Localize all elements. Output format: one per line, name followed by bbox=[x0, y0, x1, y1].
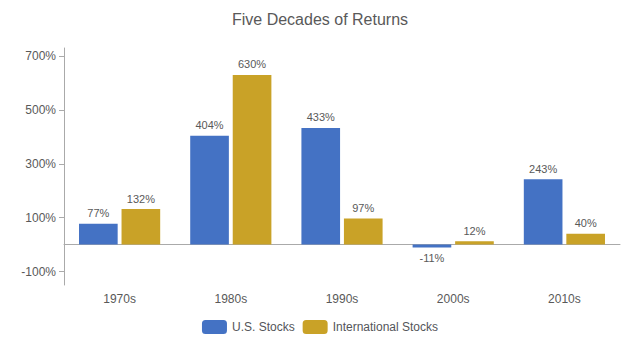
svg-text:1970s: 1970s bbox=[103, 292, 136, 306]
svg-text:300%: 300% bbox=[25, 157, 56, 171]
svg-text:12%: 12% bbox=[463, 225, 485, 237]
svg-text:77%: 77% bbox=[87, 207, 109, 219]
svg-text:1990s: 1990s bbox=[326, 292, 359, 306]
svg-text:630%: 630% bbox=[238, 58, 266, 70]
svg-text:500%: 500% bbox=[25, 103, 56, 117]
svg-text:U.S. Stocks: U.S. Stocks bbox=[232, 320, 295, 334]
svg-text:100%: 100% bbox=[25, 211, 56, 225]
svg-text:-100%: -100% bbox=[21, 265, 56, 279]
svg-text:243%: 243% bbox=[529, 163, 557, 175]
svg-text:2000s: 2000s bbox=[437, 292, 470, 306]
svg-text:Five Decades of Returns: Five Decades of Returns bbox=[232, 11, 408, 28]
svg-text:International Stocks: International Stocks bbox=[333, 320, 438, 334]
svg-text:2010s: 2010s bbox=[548, 292, 581, 306]
svg-text:-11%: -11% bbox=[420, 252, 445, 264]
svg-text:1980s: 1980s bbox=[214, 292, 247, 306]
svg-text:433%: 433% bbox=[307, 111, 335, 123]
svg-text:404%: 404% bbox=[195, 119, 223, 131]
svg-text:97%: 97% bbox=[352, 202, 374, 214]
svg-text:700%: 700% bbox=[25, 49, 56, 63]
svg-text:132%: 132% bbox=[127, 193, 155, 205]
svg-text:40%: 40% bbox=[575, 217, 597, 229]
